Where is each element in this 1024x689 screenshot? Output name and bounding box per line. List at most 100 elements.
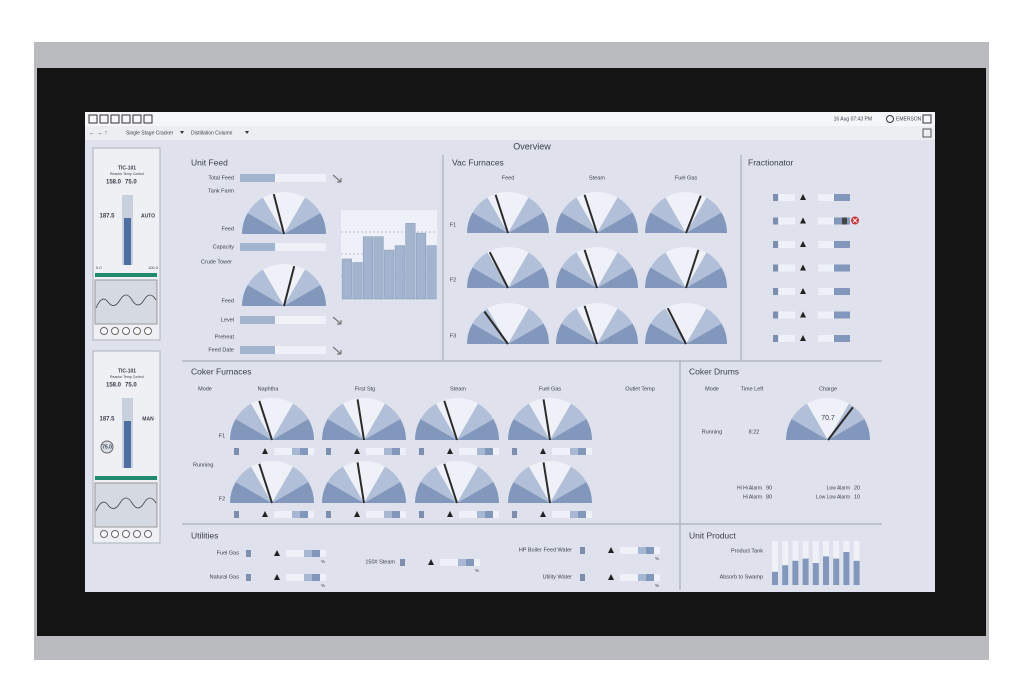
toolbar-icon[interactable]: [88, 114, 98, 124]
gauge-segment: [415, 419, 457, 440]
gauge-segment: [550, 482, 592, 503]
gauge-segment: [686, 308, 722, 344]
section-title: Vac Furnaces: [452, 157, 504, 167]
faceplate-button[interactable]: [100, 530, 108, 538]
faceplate-bar-fill: [124, 218, 131, 265]
faceplate-button[interactable]: [122, 530, 130, 538]
strip-icon: [246, 574, 251, 581]
gauge-segment: [263, 192, 305, 234]
feed-bar: [240, 346, 326, 354]
fr-icon: [773, 217, 778, 225]
product-label: Absorb to Swamp: [720, 574, 763, 580]
gauge-segment: [597, 308, 633, 344]
toolbar-icon[interactable]: [143, 114, 153, 124]
trend-bar: [415, 232, 427, 300]
faceplate-status: [95, 273, 157, 277]
datetime: 16 Aug 07:43 PM: [834, 116, 872, 122]
strip-bar-fill: [638, 574, 646, 581]
fr-marker: [800, 241, 806, 247]
product-bar: [843, 552, 850, 585]
faceplate-button[interactable]: [133, 530, 141, 538]
strip-icon: [234, 448, 239, 455]
faceplate-button[interactable]: [144, 530, 152, 538]
gauge-segment: [828, 419, 870, 440]
tab[interactable]: Single Stage Cracker: [126, 130, 174, 136]
strip-icon: [326, 448, 331, 455]
product-bar: [823, 556, 829, 585]
gauge-segment: [561, 197, 597, 233]
faceplate-sp: 75.0: [125, 180, 137, 186]
tab[interactable]: Distillation Column: [191, 130, 233, 136]
fr-icon: [773, 264, 778, 272]
column-header: Fuel Gas: [675, 175, 698, 181]
product-bar: [812, 563, 819, 585]
gauge-segment: [457, 419, 499, 440]
label: Capacity: [213, 244, 235, 250]
strip-icon: [419, 511, 424, 518]
faceplate-button[interactable]: [100, 327, 108, 335]
product-bar: [853, 560, 860, 585]
faceplate-button[interactable]: [144, 327, 152, 335]
strip-bar-fill: [578, 511, 586, 518]
gauge-segment: [561, 252, 597, 288]
gauge-segment: [242, 285, 284, 306]
toolbar-icon[interactable]: [110, 114, 120, 124]
gauge-needle: [583, 249, 598, 289]
column-header: Naphtha: [258, 386, 280, 392]
gauge-segment: [597, 267, 638, 288]
toolbar-icon[interactable]: [132, 114, 142, 124]
column-header: Steam: [589, 175, 605, 181]
toolbar-icon[interactable]: [99, 114, 109, 124]
fr-icon: [773, 311, 778, 319]
faceplate-status: [95, 476, 157, 480]
gauge-needle: [542, 399, 551, 441]
section-title: Coker Drums: [689, 366, 739, 376]
fr-bar-fill: [834, 194, 850, 201]
gauge-needle: [685, 249, 700, 289]
trend-line: [95, 497, 157, 512]
fr-icon: [773, 194, 778, 201]
feed-bar-fill: [240, 243, 275, 251]
faceplate-button[interactable]: [133, 327, 141, 335]
column-header: Mode: [705, 386, 719, 392]
fr-bar-fill: [834, 288, 850, 295]
faceplate-button[interactable]: [111, 530, 119, 538]
fr-marker: [800, 264, 806, 271]
row-label: F2: [450, 277, 456, 283]
menu-button: [922, 128, 932, 138]
faceplate-button[interactable]: [111, 327, 119, 335]
page-title: Overview: [513, 141, 551, 151]
gauge-segment: [457, 482, 499, 503]
product-bar: [833, 558, 840, 585]
gauge-segment: [791, 403, 828, 440]
section-title: Coker Furnaces: [191, 366, 251, 376]
row-label: F2: [219, 496, 225, 502]
time-left: 8:22: [749, 429, 760, 435]
utility-label: 150# Steam: [365, 559, 395, 565]
setpoint-button[interactable]: [100, 440, 114, 454]
faceplate-mode: MAN: [142, 416, 154, 422]
faceplate-button[interactable]: [122, 327, 130, 335]
gauge-segment: [467, 323, 508, 344]
label: Total Feed: [208, 175, 234, 181]
gauge-segment: [284, 269, 321, 306]
gauge-segment: [597, 212, 638, 233]
gauge-segment: [807, 398, 849, 440]
gauge-segment: [472, 197, 508, 233]
trend-arrow: [332, 316, 342, 325]
strip-bar-fill: [578, 448, 586, 455]
fr-bar-fill: [834, 241, 850, 248]
gauge-segment: [364, 466, 401, 503]
alarm-value: 90: [766, 485, 772, 491]
column-header: First Stg: [355, 386, 375, 392]
column-header: Feed: [502, 175, 515, 181]
fr-marker: [800, 194, 806, 200]
mode-value: Running: [193, 462, 214, 468]
charge-value: 70.7: [821, 415, 835, 422]
toolbar: [85, 112, 935, 126]
section-title: Unit Product: [689, 530, 736, 540]
product-bar-bg: [782, 541, 789, 585]
gauge-segment: [556, 267, 597, 288]
toolbar-icon[interactable]: [121, 114, 131, 124]
